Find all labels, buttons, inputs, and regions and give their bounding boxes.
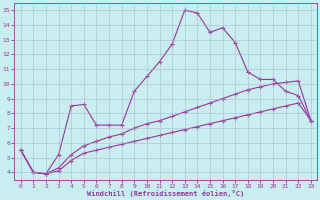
X-axis label: Windchill (Refroidissement éolien,°C): Windchill (Refroidissement éolien,°C) xyxy=(87,190,244,197)
